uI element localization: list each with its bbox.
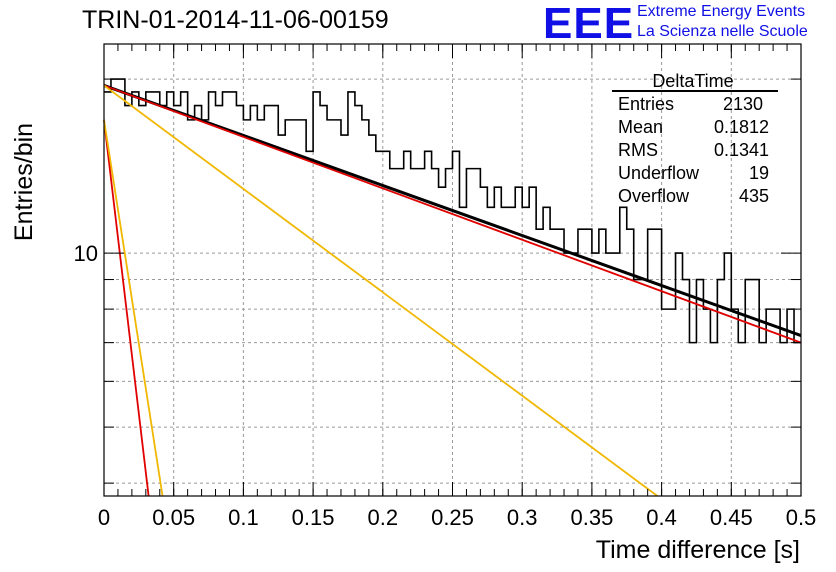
fit-line-3 [103, 119, 150, 497]
y-axis-label: Entries/bin [10, 123, 38, 241]
x-tick-label: 0 [98, 505, 110, 530]
stats-value-overflow: 435 [739, 186, 769, 206]
org-name: Extreme Energy Events [637, 3, 806, 20]
x-tick-label: 0.5 [786, 505, 817, 530]
x-tick-label: 0.2 [368, 505, 399, 530]
fit-line-2 [103, 84, 802, 344]
stats-label-rms: RMS [618, 140, 658, 160]
x-tick-label: 0.15 [292, 505, 335, 530]
x-tick-label: 0.25 [431, 505, 474, 530]
grid-layer [104, 44, 801, 496]
stats-value-underflow: 19 [749, 163, 769, 183]
stats-label-underflow: Underflow [618, 163, 700, 183]
stats-value-rms: 0.1341 [714, 140, 769, 160]
x-tick-label: 0.1 [228, 505, 259, 530]
stats-label-overflow: Overflow [618, 186, 690, 206]
org-tagline: La Scienza nelle Scuole [637, 23, 808, 40]
x-tick-label: 0.3 [507, 505, 538, 530]
stats-label-entries: Entries [618, 94, 674, 114]
stats-box: DeltaTime Entries 2130 Mean 0.1812 RMS 0… [612, 71, 778, 206]
eee-logo: EEE [543, 0, 635, 48]
tick-layer: 0 0.05 0.1 0.15 0.2 0.25 0.3 0.35 0.4 0.45 0.5 10 [74, 44, 817, 530]
stats-value-mean: 0.1812 [714, 117, 769, 137]
y-tick-label: 10 [74, 241, 98, 266]
x-tick-label: 0.35 [570, 505, 613, 530]
fit-line-4 [103, 119, 164, 497]
x-tick-label: 0.45 [710, 505, 753, 530]
x-tick-label: 0.05 [152, 505, 195, 530]
x-tick-label: 0.4 [646, 505, 677, 530]
stats-title: DeltaTime [652, 71, 733, 91]
fit-line-5 [103, 84, 658, 497]
fit-line-1 [103, 84, 802, 337]
fit-lines-layer [103, 84, 802, 497]
stats-label-mean: Mean [618, 117, 663, 137]
x-axis-label: Time difference [s] [596, 536, 800, 564]
chart-title: TRIN-01-2014-11-06-00159 [82, 6, 389, 34]
stats-value-entries: 2130 [723, 94, 763, 114]
